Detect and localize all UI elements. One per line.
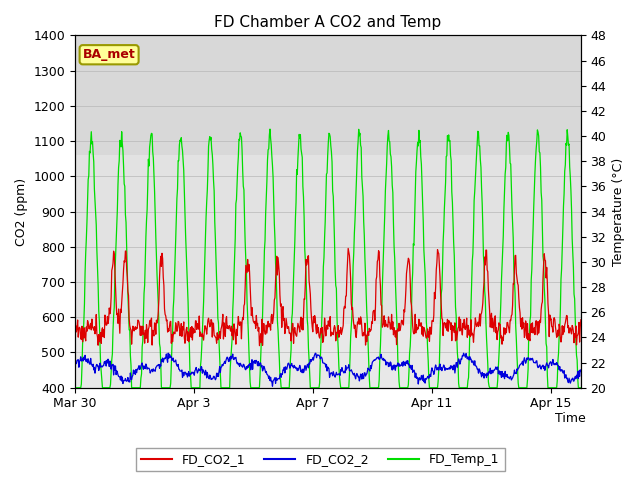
Y-axis label: Temperature (°C): Temperature (°C)	[612, 157, 625, 265]
Title: FD Chamber A CO2 and Temp: FD Chamber A CO2 and Temp	[214, 15, 442, 30]
Bar	[75, 155, 581, 324]
Bar	[75, 36, 581, 155]
Legend: FD_CO2_1, FD_CO2_2, FD_Temp_1: FD_CO2_1, FD_CO2_2, FD_Temp_1	[136, 448, 504, 471]
Y-axis label: CO2 (ppm): CO2 (ppm)	[15, 178, 28, 246]
X-axis label: Time: Time	[555, 412, 586, 425]
Text: BA_met: BA_met	[83, 48, 136, 61]
